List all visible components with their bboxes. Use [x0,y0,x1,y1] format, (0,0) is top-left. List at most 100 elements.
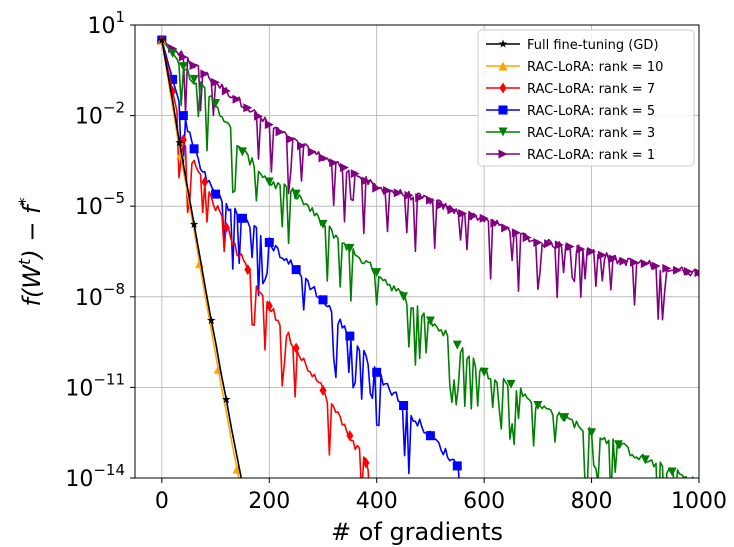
data-point-marker [415,193,425,203]
data-point-marker [506,379,516,389]
legend-label: Full fine-tuning (GD) [527,38,659,53]
y-axis-label-sup-t: t [15,258,34,265]
data-point-marker [254,111,264,121]
legend-label: RAC-LoRA: rank = 1 [527,148,655,163]
y-tick-exponent: −2 [103,99,125,117]
legend-marker [498,39,508,48]
legend-entry-0: Full fine-tuning (GD) [486,38,659,53]
y-tick-base: 10 [65,467,93,492]
y-axis-label-part2: ) − f [18,202,46,261]
legend: Full fine-tuning (GD) RAC-LoRA: rank = 10… [477,29,695,167]
data-point-marker [501,223,511,233]
data-point-marker [189,74,199,84]
data-point-marker [511,228,521,238]
y-tick-base: 10 [87,14,115,39]
data-point-marker [458,208,468,218]
data-point-marker [576,244,586,254]
legend-label: RAC-LoRA: rank = 5 [527,104,655,119]
data-point-marker [479,367,489,377]
data-point-marker [587,247,597,256]
x-tick-label: 0 [155,489,169,514]
data-point-marker [533,237,543,247]
data-point-marker [597,250,607,260]
data-point-marker [264,237,274,247]
legend-marker [498,61,508,71]
data-point-marker [275,127,285,137]
data-point-marker [667,467,677,477]
y-tick-label: 10−2 [75,99,125,130]
data-point-marker [619,256,629,266]
y-axis-label-part1: f(W [18,264,46,307]
x-tick-label: 200 [248,489,290,514]
data-point-marker [533,401,543,411]
data-point-marker [587,428,597,438]
y-axis-label-sup-star: * [15,197,34,205]
data-point-marker [404,190,414,200]
data-point-marker [436,200,446,210]
data-point-marker [339,163,349,173]
y-tick-base: 10 [75,105,103,130]
data-point-marker [243,103,253,113]
series-4 [157,35,694,478]
y-tick-exponent: −14 [93,461,125,479]
y-tick-exponent: −5 [103,189,125,207]
data-point-marker [452,461,462,471]
y-tick-base: 10 [75,286,103,311]
data-point-marker [479,213,489,223]
data-point-marker [372,367,382,377]
data-point-marker [211,189,221,199]
data-point-marker [307,147,317,157]
data-point-marker [178,52,188,62]
data-point-marker [350,169,360,179]
data-point-marker [297,141,307,151]
data-point-marker [399,292,409,302]
x-axis-ticks: 0 200 400 600 800 1000 [155,478,727,514]
data-point-marker [372,183,382,193]
legend-marker [498,105,508,115]
data-point-marker [264,177,274,187]
legend-label: RAC-LoRA: rank = 10 [527,60,663,75]
legend-entry-4: RAC-LoRA: rank = 3 [486,126,655,141]
data-point-marker [207,315,216,324]
data-point-marker [168,74,178,84]
series-2 [158,34,370,478]
y-tick-base: 10 [75,195,103,220]
data-point-marker [346,430,354,442]
data-point-marker [630,257,640,267]
data-point-marker [329,158,339,168]
legend-entry-3: RAC-LoRA: rank = 5 [486,104,655,119]
data-point-marker [200,69,210,79]
data-point-marker [175,138,184,147]
data-point-marker [244,264,252,276]
data-point-marker [178,62,188,72]
data-point-marker [468,211,478,221]
data-point-marker [318,219,328,229]
data-point-marker [399,401,409,411]
data-point-marker [345,331,355,341]
data-point-marker [238,480,247,488]
data-point-marker [168,48,178,58]
y-axis-label: f(Wt) − f* [15,197,46,306]
y-tick-base: 10 [65,376,93,401]
data-point-marker [393,188,403,198]
data-point-marker [345,243,355,253]
data-point-marker [362,457,370,469]
series-line [161,39,370,478]
data-point-marker [318,295,328,305]
data-point-marker [178,111,188,121]
data-point-marker [651,261,661,271]
data-point-marker [372,268,382,278]
data-point-marker [222,221,230,233]
data-point-marker [425,316,435,326]
y-tick-label: 101 [87,8,125,39]
data-point-marker [425,431,435,441]
data-point-marker [613,440,623,450]
data-point-marker [292,342,300,354]
legend-box [477,29,695,167]
x-axis-label: # of gradients [331,518,503,546]
data-point-marker [694,268,699,278]
data-point-marker [361,176,371,186]
data-point-marker [565,242,575,252]
